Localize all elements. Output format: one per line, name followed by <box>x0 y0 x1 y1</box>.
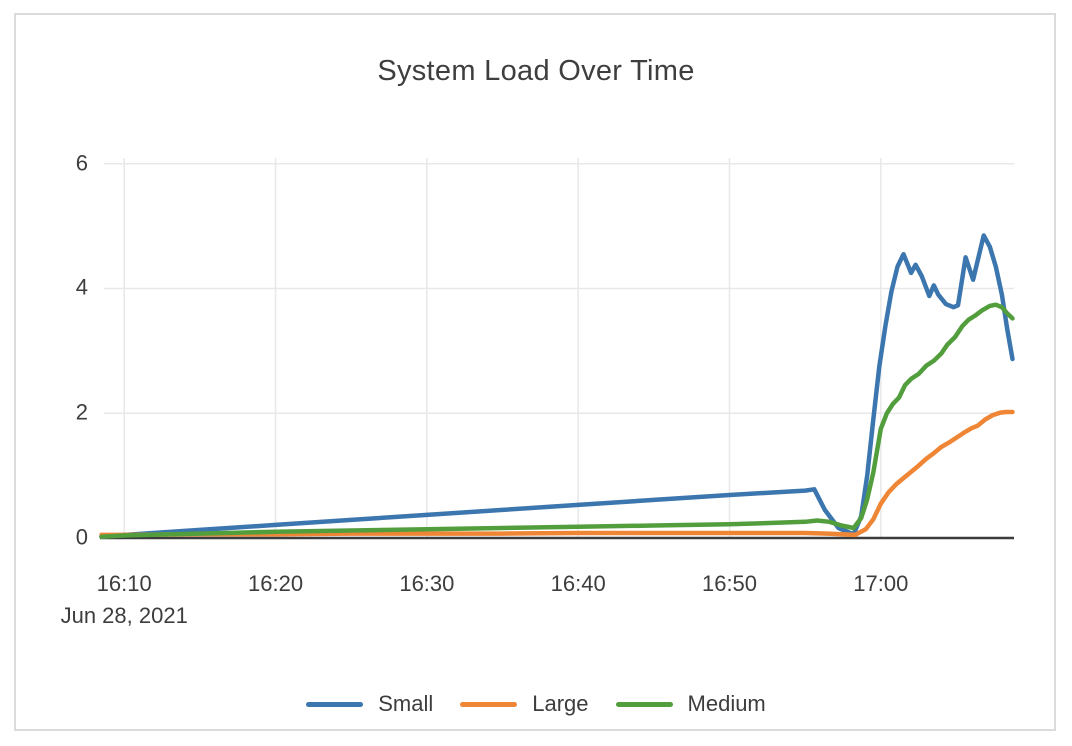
legend-swatch-large <box>460 701 518 707</box>
legend-item-large[interactable]: Large <box>460 691 589 717</box>
legend-item-small[interactable]: Small <box>306 691 433 717</box>
legend: Small Large Medium <box>0 691 1072 717</box>
y-tick-label: 6 <box>75 150 88 176</box>
legend-swatch-medium <box>615 701 673 707</box>
legend-item-medium[interactable]: Medium <box>615 691 766 717</box>
y-tick-label: 2 <box>75 399 88 425</box>
y-tick-label: 4 <box>75 274 88 300</box>
x-tick-label: 16:20 <box>248 571 304 596</box>
legend-label: Large <box>532 691 589 716</box>
legend-swatch-small <box>306 701 364 707</box>
x-tick-label: 17:00 <box>853 571 909 596</box>
chart-title: System Load Over Time <box>377 55 695 87</box>
x-axis-date-label: Jun 28, 2021 <box>60 603 188 628</box>
x-tick-label: 16:40 <box>550 571 606 596</box>
x-tick-label: 16:30 <box>399 571 455 596</box>
x-tick-label: 16:10 <box>96 571 152 596</box>
x-tick-label: 16:50 <box>701 571 758 596</box>
legend-label: Medium <box>687 691 766 716</box>
y-tick-label: 0 <box>75 524 88 550</box>
legend-label: Small <box>378 691 434 716</box>
